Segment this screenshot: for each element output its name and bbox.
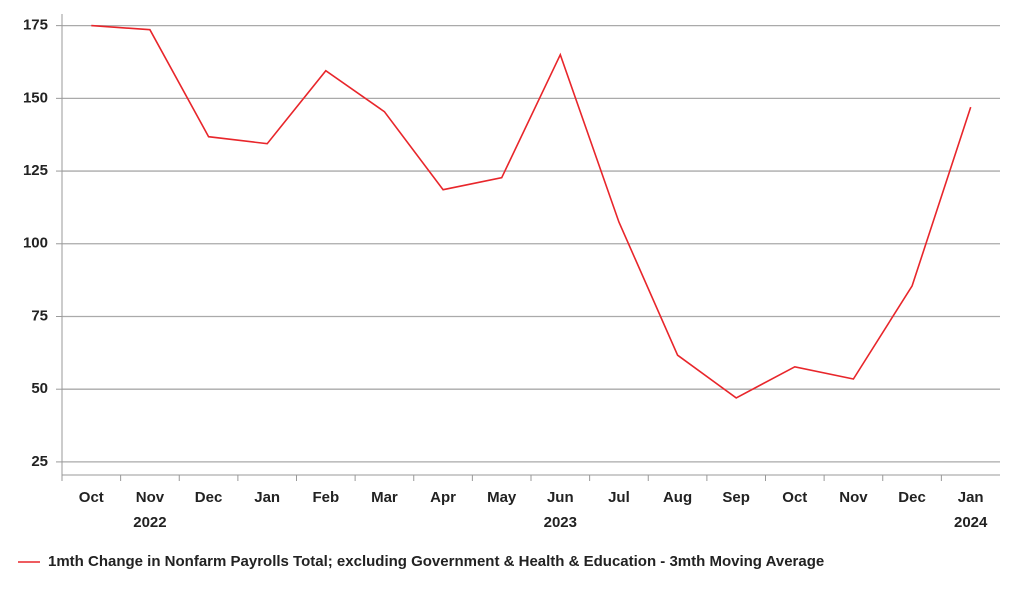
y-tick-label: 175 [23,17,48,34]
x-tick-label: Jan [958,489,984,506]
y-tick-label: 25 [31,453,48,470]
x-tick-label: Jul [608,489,630,506]
x-tick-label: Nov [839,489,868,506]
x-tick-label: Aug [663,489,692,506]
x-tick-label: Dec [898,489,926,506]
x-tick-label: Oct [782,489,807,506]
y-tick-label: 150 [23,89,48,106]
x-tick-label: Oct [79,489,104,506]
x-tick-label: Sep [722,489,750,506]
y-tick-label: 75 [31,307,48,324]
x-tick-label: Apr [430,489,456,506]
legend-label: 1mth Change in Nonfarm Payrolls Total; e… [48,553,824,570]
y-tick-label: 125 [23,162,48,179]
x-tick-label: Jan [254,489,280,506]
y-tick-label: 100 [23,235,48,252]
x-tick-label: Feb [312,489,339,506]
year-label: 2023 [544,514,577,531]
y-tick-label: 50 [31,380,48,397]
year-label: 2024 [954,514,988,531]
x-tick-label: Dec [195,489,223,506]
year-label: 2022 [133,514,166,531]
x-tick-label: Mar [371,489,398,506]
x-tick-label: Nov [136,489,165,506]
series-line [91,24,972,399]
x-tick-label: May [487,489,517,506]
x-tick-label: Jun [547,489,574,506]
